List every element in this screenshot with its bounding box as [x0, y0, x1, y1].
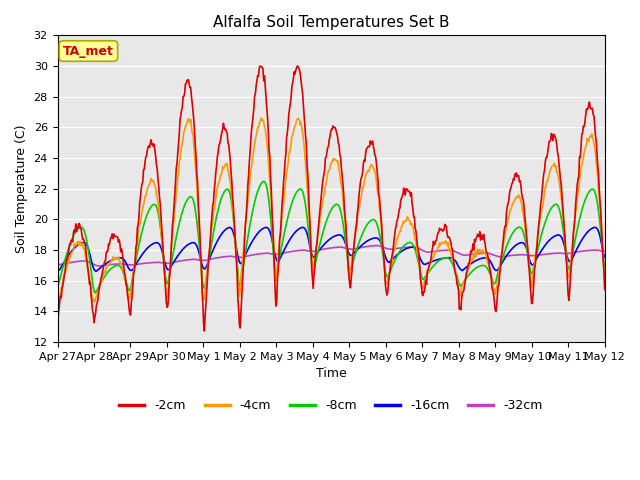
-4cm — [54, 300, 61, 306]
-16cm — [601, 254, 609, 260]
-8cm — [260, 179, 268, 184]
-4cm — [258, 115, 266, 121]
-16cm — [205, 257, 212, 263]
Line: -8cm: -8cm — [58, 181, 605, 293]
-8cm — [121, 273, 129, 278]
-2cm — [63, 255, 71, 261]
-2cm — [293, 63, 301, 69]
-2cm — [601, 287, 609, 292]
-2cm — [175, 131, 183, 137]
-8cm — [415, 263, 423, 268]
Text: TA_met: TA_met — [63, 45, 114, 58]
-8cm — [63, 249, 71, 255]
-32cm — [63, 260, 71, 266]
-16cm — [121, 257, 129, 263]
Title: Alfalfa Soil Temperatures Set B: Alfalfa Soil Temperatures Set B — [213, 15, 449, 30]
-32cm — [415, 246, 423, 252]
-4cm — [601, 272, 609, 277]
-32cm — [54, 262, 61, 267]
-32cm — [373, 243, 381, 249]
-4cm — [204, 256, 212, 262]
-16cm — [63, 254, 71, 260]
-16cm — [398, 248, 406, 254]
-16cm — [414, 250, 422, 256]
-16cm — [591, 225, 598, 230]
-2cm — [399, 191, 407, 197]
-16cm — [93, 268, 100, 274]
-8cm — [205, 257, 212, 263]
-32cm — [121, 262, 129, 267]
X-axis label: Time: Time — [316, 367, 346, 380]
-4cm — [120, 271, 127, 277]
Line: -4cm: -4cm — [58, 118, 605, 303]
Line: -2cm: -2cm — [58, 66, 605, 331]
-8cm — [92, 290, 99, 296]
-16cm — [54, 268, 61, 274]
-2cm — [200, 328, 208, 334]
Line: -16cm: -16cm — [58, 228, 605, 271]
-8cm — [176, 217, 184, 223]
-4cm — [414, 254, 422, 260]
-32cm — [176, 258, 184, 264]
-32cm — [205, 257, 212, 263]
-16cm — [176, 250, 184, 255]
-4cm — [398, 223, 406, 229]
-2cm — [120, 264, 127, 269]
-32cm — [601, 248, 609, 254]
Legend: -2cm, -4cm, -8cm, -16cm, -32cm: -2cm, -4cm, -8cm, -16cm, -32cm — [115, 394, 548, 417]
-2cm — [415, 255, 423, 261]
Y-axis label: Soil Temperature (C): Soil Temperature (C) — [15, 124, 28, 253]
-8cm — [54, 283, 61, 289]
-32cm — [399, 245, 407, 251]
-4cm — [175, 159, 183, 165]
-2cm — [54, 312, 61, 318]
-32cm — [95, 263, 102, 269]
-4cm — [63, 263, 71, 269]
Line: -32cm: -32cm — [58, 246, 605, 266]
-8cm — [601, 263, 609, 269]
-8cm — [399, 244, 407, 250]
-2cm — [205, 252, 212, 258]
